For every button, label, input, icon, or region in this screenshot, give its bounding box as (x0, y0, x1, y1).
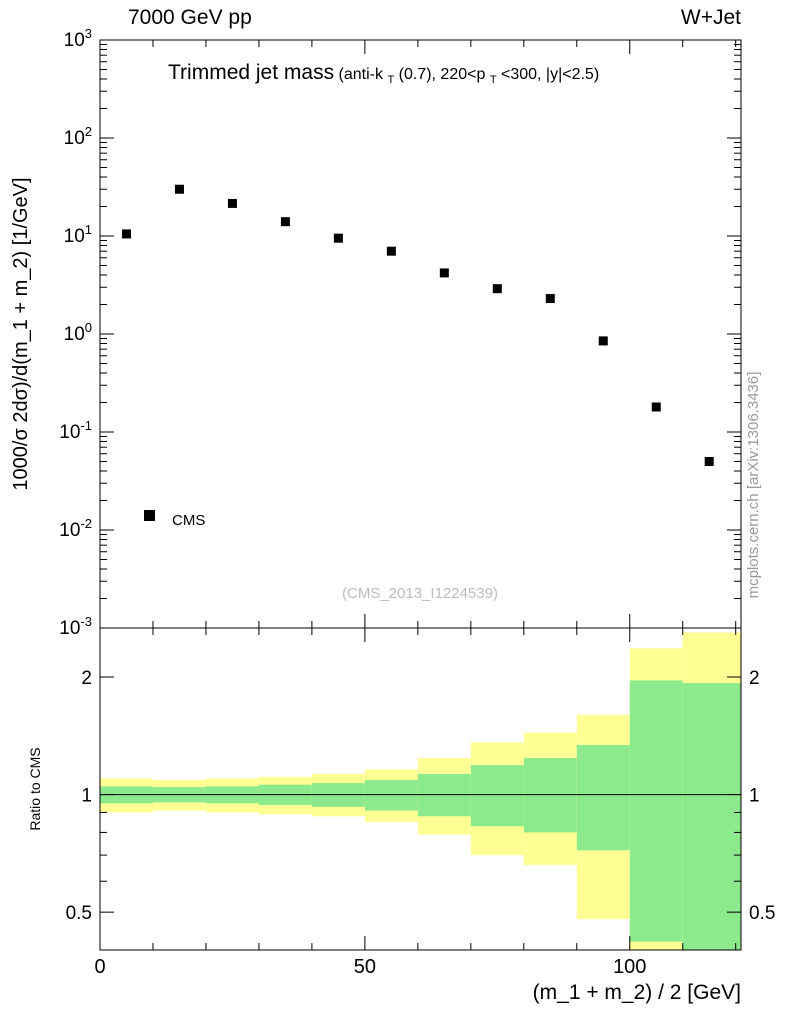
ratio-y-axis-title: Ratio to CMS (27, 747, 43, 830)
y-tick-label: 103 (64, 26, 92, 51)
data-point (492, 284, 502, 294)
axis-ticks-layer (99, 39, 741, 951)
y-tick-label: 101 (64, 222, 92, 247)
axis-tick-labels-layer: 0 50 100 10-3 10-2 10-1 100 101 102 103 0.5 0.5 1 1 2 2 (59, 26, 775, 978)
y-tick-label: 10-2 (59, 516, 92, 541)
plot-title-subscript: T (490, 74, 497, 86)
ratio-bands-layer (100, 632, 741, 950)
legend: CMS (144, 510, 205, 529)
data-point (651, 402, 661, 412)
data-point (545, 294, 555, 304)
ratio-tick-label-right: 0.5 (749, 903, 775, 924)
y-tick-label: 10-3 (59, 614, 92, 639)
ratio-tick-label-right: 1 (749, 786, 760, 807)
y-tick-label: 102 (64, 124, 92, 149)
ratio-band-inner (682, 683, 741, 950)
analysis-watermark: (CMS_2013_I1224539) (342, 585, 498, 602)
ratio-tick-label-left: 0.5 (66, 903, 92, 924)
ratio-band-inner (629, 680, 683, 942)
data-point (704, 457, 714, 467)
process-label: W+Jet (681, 6, 741, 29)
ratio-band-inner (470, 765, 524, 827)
ratio-band-inner (364, 779, 418, 811)
data-point (121, 229, 131, 239)
main-y-axis-title: 1000/σ 2dσ)/d(m_1 + m_2) [1/GeV] (10, 177, 32, 490)
plot-title: Trimmed jet mass (anti-k T (0.7), 220<p … (168, 61, 599, 87)
x-tick-label: 50 (354, 956, 376, 978)
ratio-tick-label-right: 2 (749, 668, 760, 689)
ratio-tick-label-left: 2 (81, 668, 92, 689)
data-point (333, 233, 343, 243)
ratio-band-inner (523, 758, 577, 833)
plot-title-part: <300, |y|<2.5) (501, 66, 599, 83)
data-point (280, 217, 290, 227)
data-point (439, 268, 449, 278)
y-tick-label: 10-1 (59, 418, 92, 443)
plot-title-subscript: T (387, 74, 394, 86)
y-tick-label: 100 (64, 320, 92, 345)
ratio-band-inner (576, 744, 630, 851)
main-panel-frame (99, 39, 742, 629)
x-axis-title: (m_1 + m_2) / 2 [GeV] (533, 981, 741, 1004)
legend-label: CMS (172, 512, 205, 529)
data-point (227, 198, 237, 208)
data-point (174, 184, 184, 194)
data-point (598, 336, 608, 346)
beam-energy-label: 7000 GeV pp (128, 6, 252, 29)
plot-title-main: Trimmed jet mass (168, 61, 334, 84)
plot-title-part: (anti-k (339, 66, 384, 83)
data-points-layer (121, 184, 714, 467)
x-tick-label: 0 (94, 956, 105, 978)
ratio-panel-frame (99, 627, 742, 951)
mcplots-credit: mcplots.cern.ch [arXiv:1306.3436] (745, 372, 762, 599)
x-tick-label: 100 (613, 956, 646, 978)
legend-marker-square-icon (144, 510, 155, 521)
ratio-tick-label-left: 1 (81, 786, 92, 807)
plot-title-part: (0.7), 220<p (399, 66, 486, 83)
data-point (386, 246, 396, 256)
